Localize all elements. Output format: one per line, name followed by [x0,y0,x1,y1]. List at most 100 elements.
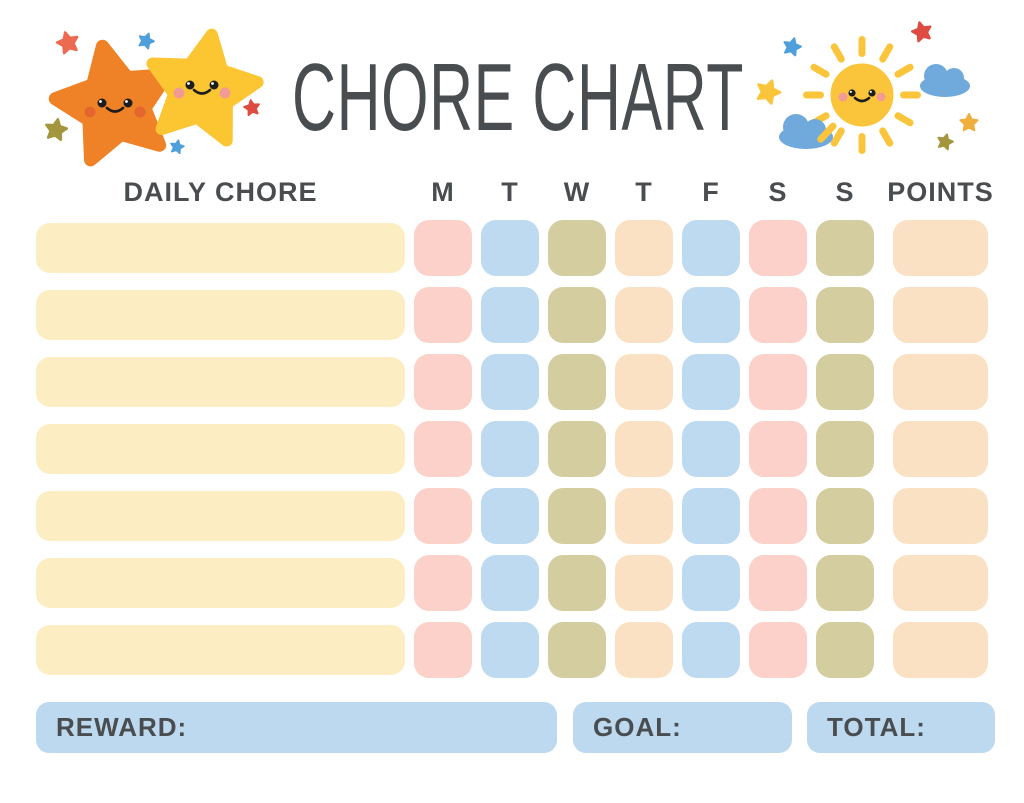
reward-box[interactable]: REWARD: [36,702,557,753]
day-cell-sunday[interactable] [816,353,874,410]
small-olive-star-icon [936,132,954,150]
day-header-thursday: T [635,177,653,207]
day-cell-thursday[interactable] [615,420,673,477]
day-cell-wednesday[interactable] [548,353,606,410]
day-cell-friday[interactable] [682,353,740,410]
day-cell-sunday[interactable] [816,487,874,544]
day-cell-saturday[interactable] [749,554,807,611]
day-cell-tuesday[interactable] [481,420,539,477]
day-cell-friday[interactable] [682,487,740,544]
day-header-monday: M [431,177,455,207]
day-cell-wednesday[interactable] [548,420,606,477]
day-cell-sunday[interactable] [816,420,874,477]
day-cell-thursday[interactable] [615,219,673,276]
points-header: POINTS [887,177,994,207]
day-cell-sunday[interactable] [816,554,874,611]
day-cell-tuesday[interactable] [481,219,539,276]
points-cell[interactable] [893,353,988,410]
chore-name-cell[interactable] [36,624,405,675]
small-blue-star-icon [137,31,156,50]
smiling-sun-clouds-icon [744,14,1014,164]
goal-label: GOAL: [593,712,682,742]
day-cell-friday[interactable] [682,554,740,611]
day-cell-tuesday[interactable] [481,487,539,544]
day-cell-friday[interactable] [682,621,740,678]
total-label: TOTAL: [827,712,926,742]
small-amber-star-icon [960,114,977,130]
orange-star-icon [47,34,181,164]
small-blue-star-icon [782,36,803,56]
chore-name-cell[interactable] [36,289,405,340]
title-banner: CHORE CHART [292,44,743,146]
yellow-star-face [173,80,231,99]
day-cell-wednesday[interactable] [548,286,606,343]
cloud-icon [779,114,833,149]
small-olive-star-icon [44,117,68,140]
day-cell-saturday[interactable] [749,353,807,410]
day-cell-friday[interactable] [682,219,740,276]
sun-rays [803,36,921,154]
day-cell-tuesday[interactable] [481,554,539,611]
day-header-sunday: S [835,177,855,207]
chore-name-cell[interactable] [36,557,405,608]
chore-name-cell[interactable] [36,423,405,474]
points-cell[interactable] [893,487,988,544]
day-cell-monday[interactable] [414,420,472,477]
day-cell-saturday[interactable] [749,487,807,544]
points-cell[interactable] [893,554,988,611]
small-coral-star-icon [55,30,80,55]
day-cell-thursday[interactable] [615,487,673,544]
chore-name-cell[interactable] [36,222,405,273]
day-cell-wednesday[interactable] [548,554,606,611]
total-box[interactable]: TOTAL: [807,702,995,753]
day-cell-saturday[interactable] [749,621,807,678]
reward-label: REWARD: [56,712,188,742]
points-cell[interactable] [893,286,988,343]
day-cell-wednesday[interactable] [548,487,606,544]
points-cell[interactable] [893,420,988,477]
day-cell-tuesday[interactable] [481,286,539,343]
day-cell-thursday[interactable] [615,286,673,343]
day-cell-saturday[interactable] [749,286,807,343]
day-header-saturday: S [768,177,788,207]
day-cell-monday[interactable] [414,353,472,410]
day-cell-saturday[interactable] [749,420,807,477]
orange-star-face [84,98,146,118]
day-cell-thursday[interactable] [615,621,673,678]
points-cell[interactable] [893,621,988,678]
day-header-friday: F [702,177,720,207]
chore-name-cell[interactable] [36,356,405,407]
chore-name-cell[interactable] [36,490,405,541]
day-cell-friday[interactable] [682,286,740,343]
day-header-tuesday: T [501,177,519,207]
day-cell-monday[interactable] [414,621,472,678]
day-cell-monday[interactable] [414,286,472,343]
day-cell-tuesday[interactable] [481,621,539,678]
day-cell-monday[interactable] [414,219,472,276]
day-cell-monday[interactable] [414,487,472,544]
points-cell[interactable] [893,219,988,276]
goal-box[interactable]: GOAL: [573,702,792,753]
small-red-star-icon [910,20,933,42]
day-cell-wednesday[interactable] [548,621,606,678]
day-cell-tuesday[interactable] [481,353,539,410]
day-cell-sunday[interactable] [816,621,874,678]
small-red-star-icon [243,99,260,116]
day-cell-thursday[interactable] [615,353,673,410]
day-cell-sunday[interactable] [816,286,874,343]
day-cell-monday[interactable] [414,554,472,611]
sun-face [838,89,886,103]
sun-disc [830,63,894,127]
day-cell-wednesday[interactable] [548,219,606,276]
day-header-wednesday: W [563,177,591,207]
day-cell-sunday[interactable] [816,219,874,276]
day-cell-thursday[interactable] [615,554,673,611]
day-cell-friday[interactable] [682,420,740,477]
chore-table: DAILY CHORE M T W T F S S POINTS [36,177,994,683]
daily-chore-header: DAILY CHORE [123,177,318,207]
small-yellow-star-icon [754,77,783,105]
cloud-icon [920,64,970,97]
smiling-stars-icon [8,18,288,168]
day-cell-saturday[interactable] [749,219,807,276]
